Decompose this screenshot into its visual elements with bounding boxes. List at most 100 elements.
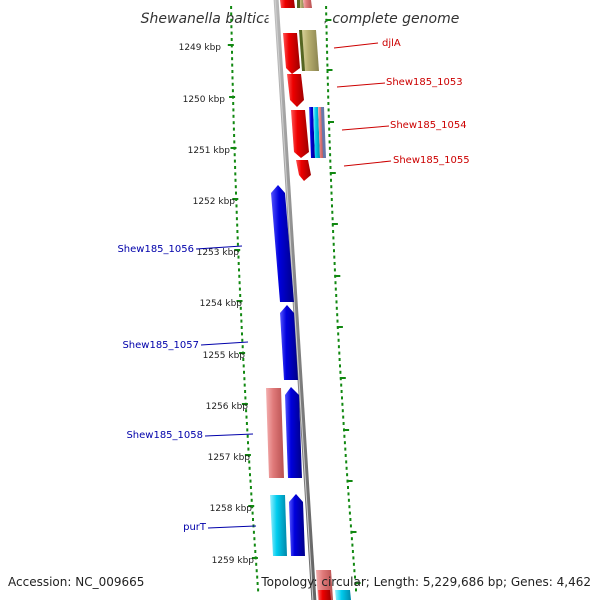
ruler-dot xyxy=(241,338,244,342)
ruler-dot xyxy=(333,262,336,265)
ruler-dot xyxy=(330,191,333,195)
gene-label-shew185-1057: Shew185_1057 xyxy=(122,340,199,351)
ruler-major-tick xyxy=(343,429,350,431)
ruler-dot xyxy=(243,383,246,387)
ruler-dot xyxy=(352,556,355,560)
ruler-dot xyxy=(247,441,249,445)
ruler-dot xyxy=(255,569,258,573)
ruler-dot xyxy=(331,210,334,214)
ruler-dot xyxy=(237,255,240,259)
ruler-dot xyxy=(241,345,244,349)
ruler-dot xyxy=(233,134,236,137)
ruler-major-tick xyxy=(346,480,353,482)
accession-text: Accession: NC_009665 xyxy=(8,575,145,589)
ruler-dot xyxy=(236,223,239,227)
label-line-purT xyxy=(207,525,257,529)
ruler-dot xyxy=(335,306,338,310)
gene-feature-olive xyxy=(301,30,319,71)
ruler-dot xyxy=(252,518,254,521)
ruler-dot xyxy=(234,166,237,169)
ruler-dot xyxy=(343,434,346,438)
gene-purT xyxy=(289,494,305,556)
ruler-dot xyxy=(233,140,236,144)
gene-shew185-1057 xyxy=(280,305,298,380)
ruler-dot xyxy=(230,18,233,22)
ruler-dot xyxy=(249,486,252,489)
ruler-dot xyxy=(235,217,238,221)
ruler-dot xyxy=(326,50,329,54)
gene-feature-pink-large xyxy=(266,388,284,478)
ruler-dot xyxy=(345,460,348,464)
ruler-dot xyxy=(343,441,346,445)
ruler-dot xyxy=(234,178,237,182)
tick-label-1252: 1252 kbp xyxy=(193,197,236,207)
ruler-dot xyxy=(239,294,242,297)
ruler-dot xyxy=(236,230,239,233)
gene-label-djlA: djlA xyxy=(382,38,401,49)
ruler-major-tick xyxy=(329,172,336,174)
ruler-dot xyxy=(347,492,350,496)
ruler-dot xyxy=(337,338,340,342)
ruler-dot xyxy=(328,140,331,144)
ruler-dot xyxy=(336,319,339,323)
ruler-dot xyxy=(334,281,337,285)
ruler-left xyxy=(227,6,260,592)
tick-label-1251: 1251 kbp xyxy=(188,146,231,156)
ruler-dot xyxy=(331,204,333,208)
ruler-dot xyxy=(256,582,259,585)
ruler-dot xyxy=(326,76,329,80)
ruler-dot xyxy=(333,255,336,259)
ruler-dot xyxy=(342,422,345,425)
ruler-right xyxy=(325,6,361,592)
ruler-dot xyxy=(231,70,234,73)
ruler-dot xyxy=(240,319,243,323)
ruler-dot xyxy=(232,102,235,105)
gene-feature-olive-edge xyxy=(299,30,305,71)
gene-feature-bottom-cyan xyxy=(335,590,351,600)
ruler-major-tick xyxy=(239,352,246,354)
ruler-dot xyxy=(327,114,330,118)
ruler-dot xyxy=(257,588,260,592)
ruler-dot xyxy=(326,82,329,86)
ruler-dot xyxy=(234,185,237,189)
ruler-dot xyxy=(249,479,252,483)
label-line-shew185-1054 xyxy=(341,125,390,131)
ruler-dot xyxy=(335,300,338,304)
ruler-dot xyxy=(231,76,234,80)
ruler-dot xyxy=(327,108,330,112)
ruler-dot xyxy=(244,390,247,393)
ruler-dot xyxy=(328,146,331,150)
label-line-shew185-1053 xyxy=(336,82,386,88)
ruler-dot xyxy=(341,396,343,400)
ruler-dot xyxy=(349,518,352,521)
ruler-dot xyxy=(338,358,341,361)
ruler-dot xyxy=(231,50,233,54)
label-line-djlA xyxy=(333,42,379,49)
ruler-dot xyxy=(233,159,236,163)
ruler-major-tick xyxy=(232,198,239,200)
genome-backbone xyxy=(273,0,317,600)
ruler-dot xyxy=(327,102,330,105)
ruler-major-tick xyxy=(350,531,357,533)
ruler-dot xyxy=(255,562,258,566)
ruler-dot xyxy=(238,268,240,272)
gene-feature-bottom-red xyxy=(318,590,331,600)
ruler-dot xyxy=(336,313,339,317)
ruler-dot xyxy=(350,537,353,541)
ruler-dot xyxy=(238,281,241,285)
ruler-dot xyxy=(243,370,245,374)
ruler-dot xyxy=(332,242,335,246)
ruler-dot xyxy=(247,447,250,451)
label-line-shew185-1055 xyxy=(343,160,392,167)
gene-label-shew185-1058: Shew185_1058 xyxy=(126,430,203,441)
ruler-dot xyxy=(325,6,328,9)
ruler-dot xyxy=(341,409,344,413)
gene-feature-top-dark xyxy=(297,0,300,8)
ruler-major-tick xyxy=(328,121,334,123)
ruler-dot xyxy=(346,473,349,477)
tick-label-1257: 1257 kbp xyxy=(208,453,251,463)
ruler-dot xyxy=(244,396,247,400)
ruler-major-tick xyxy=(248,505,255,507)
